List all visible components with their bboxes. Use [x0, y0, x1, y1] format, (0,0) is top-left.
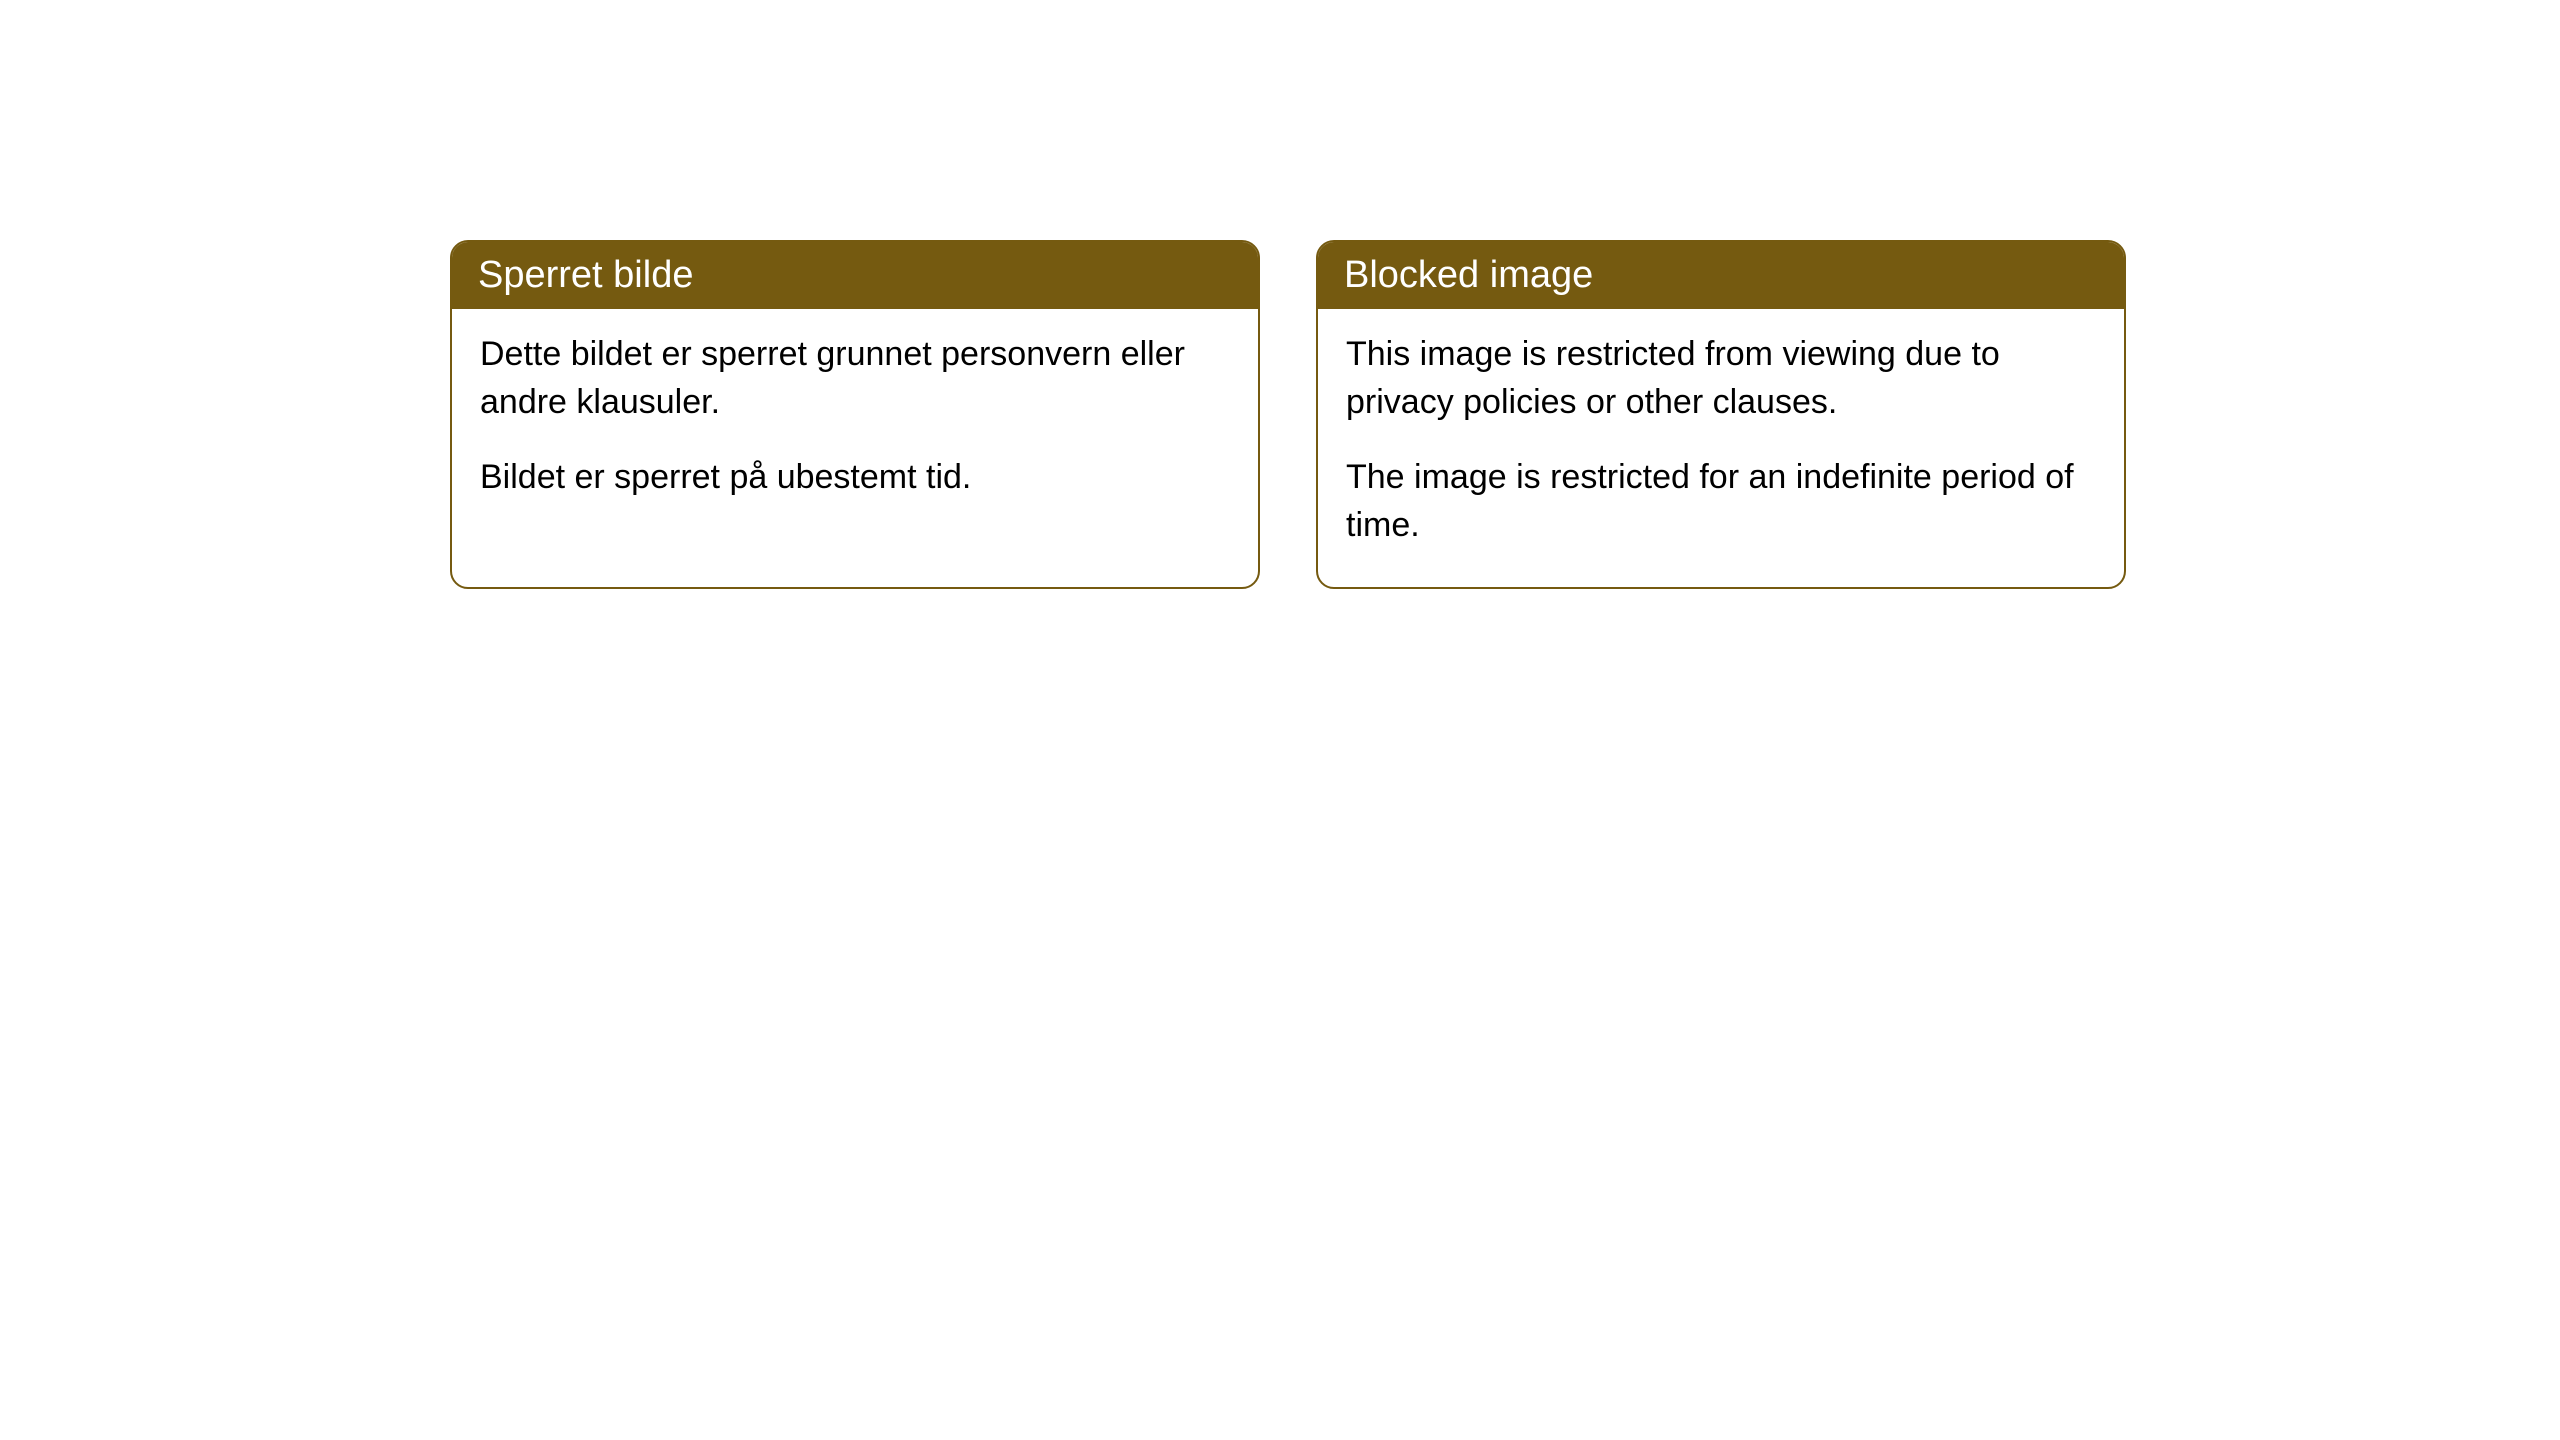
cards-container: Sperret bilde Dette bildet er sperret gr… [450, 240, 2126, 589]
card-text-english-1: This image is restricted from viewing du… [1346, 331, 2096, 426]
card-header-english: Blocked image [1318, 242, 2124, 309]
card-body-norwegian: Dette bildet er sperret grunnet personve… [452, 309, 1258, 540]
card-text-norwegian-1: Dette bildet er sperret grunnet personve… [480, 331, 1230, 426]
card-text-english-2: The image is restricted for an indefinit… [1346, 454, 2096, 549]
card-norwegian: Sperret bilde Dette bildet er sperret gr… [450, 240, 1260, 589]
card-english: Blocked image This image is restricted f… [1316, 240, 2126, 589]
card-header-norwegian: Sperret bilde [452, 242, 1258, 309]
card-text-norwegian-2: Bildet er sperret på ubestemt tid. [480, 454, 1230, 502]
card-body-english: This image is restricted from viewing du… [1318, 309, 2124, 587]
